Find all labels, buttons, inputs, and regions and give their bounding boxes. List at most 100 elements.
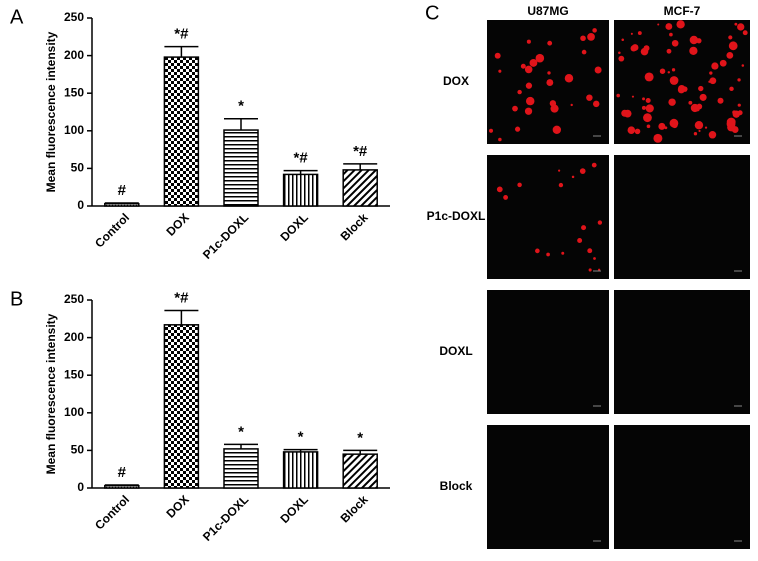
cell [591,162,597,168]
micrograph [487,20,609,144]
cell [677,86,685,94]
cell [689,46,698,55]
cell [550,104,559,113]
micrograph [614,425,750,549]
image-background [614,155,750,279]
y-tick-label: 250 [64,10,84,24]
row-label: P1c-DOXL [427,209,486,223]
cell [535,248,540,254]
column-header: MCF-7 [664,4,701,18]
cell [669,32,673,37]
cell [577,238,583,243]
cell [668,98,676,106]
column-header: U87MG [527,4,568,18]
cell [558,169,561,172]
cell [726,117,736,127]
cell [592,28,597,33]
cell [688,100,693,105]
cell [535,53,545,63]
cell [728,35,733,40]
cell [696,103,703,110]
cell [581,225,587,231]
cell [525,82,533,89]
error-bar [283,169,318,175]
cell [726,51,734,59]
cell [704,126,708,129]
cell [520,63,526,69]
cell [571,175,575,179]
cell [699,93,707,101]
cell [581,49,587,55]
cell [594,66,602,74]
cell [737,23,745,31]
annotation: # [118,464,127,481]
y-tick-label: 200 [64,48,84,62]
cell [653,133,663,143]
x-tick-label: DOXL [277,492,310,525]
cell [498,69,502,73]
y-tick-label: 150 [64,85,84,99]
cell [570,103,573,107]
cell [637,31,642,36]
error-bar [104,484,139,486]
error-bar [164,45,199,58]
cell [666,48,672,54]
cell [512,105,518,112]
cell [552,125,562,134]
cell [693,132,698,136]
cell [586,94,593,101]
x-tick-label: DOX [163,210,191,238]
cell [709,71,713,75]
bar [342,169,378,207]
cell [587,33,595,41]
annotation: * [357,429,363,446]
cell [646,124,651,129]
cell [494,52,501,59]
cell [588,268,592,272]
cell [547,40,553,46]
image-background [614,290,750,414]
bar [282,173,319,207]
bar [223,448,259,489]
annotation: * [238,423,244,440]
y-tick-label: 100 [64,405,84,419]
y-tick-label: 50 [71,443,85,457]
row-label: DOXL [439,344,472,358]
cell [598,268,601,271]
cell [658,122,666,130]
cell [488,128,494,133]
cell [564,74,574,83]
cell [643,113,652,123]
cell [547,71,551,75]
cell [592,100,600,108]
x-tick-label: P1c-DOXL [200,492,251,543]
micrograph [487,290,609,414]
cell [642,97,646,101]
y-tick-label: 0 [77,480,84,494]
x-tick-label: P1c-DOXL [200,210,251,261]
error-bar [283,448,318,452]
cell [561,251,565,255]
cell [737,103,741,107]
annotation: *# [294,150,309,167]
cell [631,95,635,98]
cell [524,65,533,74]
cell [719,59,727,67]
cell [616,93,621,98]
row-label: DOX [443,74,469,88]
cell [618,55,625,62]
cell [667,71,671,74]
error-bar [224,118,258,131]
cell [665,23,673,30]
cell [498,137,502,142]
cell [671,68,676,72]
cell [546,252,550,257]
micrograph [614,155,750,279]
x-tick-label: Control [92,492,132,532]
annotation: * [238,98,244,115]
x-tick-label: DOX [163,492,191,520]
x-tick-label: Block [338,492,371,525]
y-tick-label: 0 [77,198,84,212]
bar [282,451,319,489]
